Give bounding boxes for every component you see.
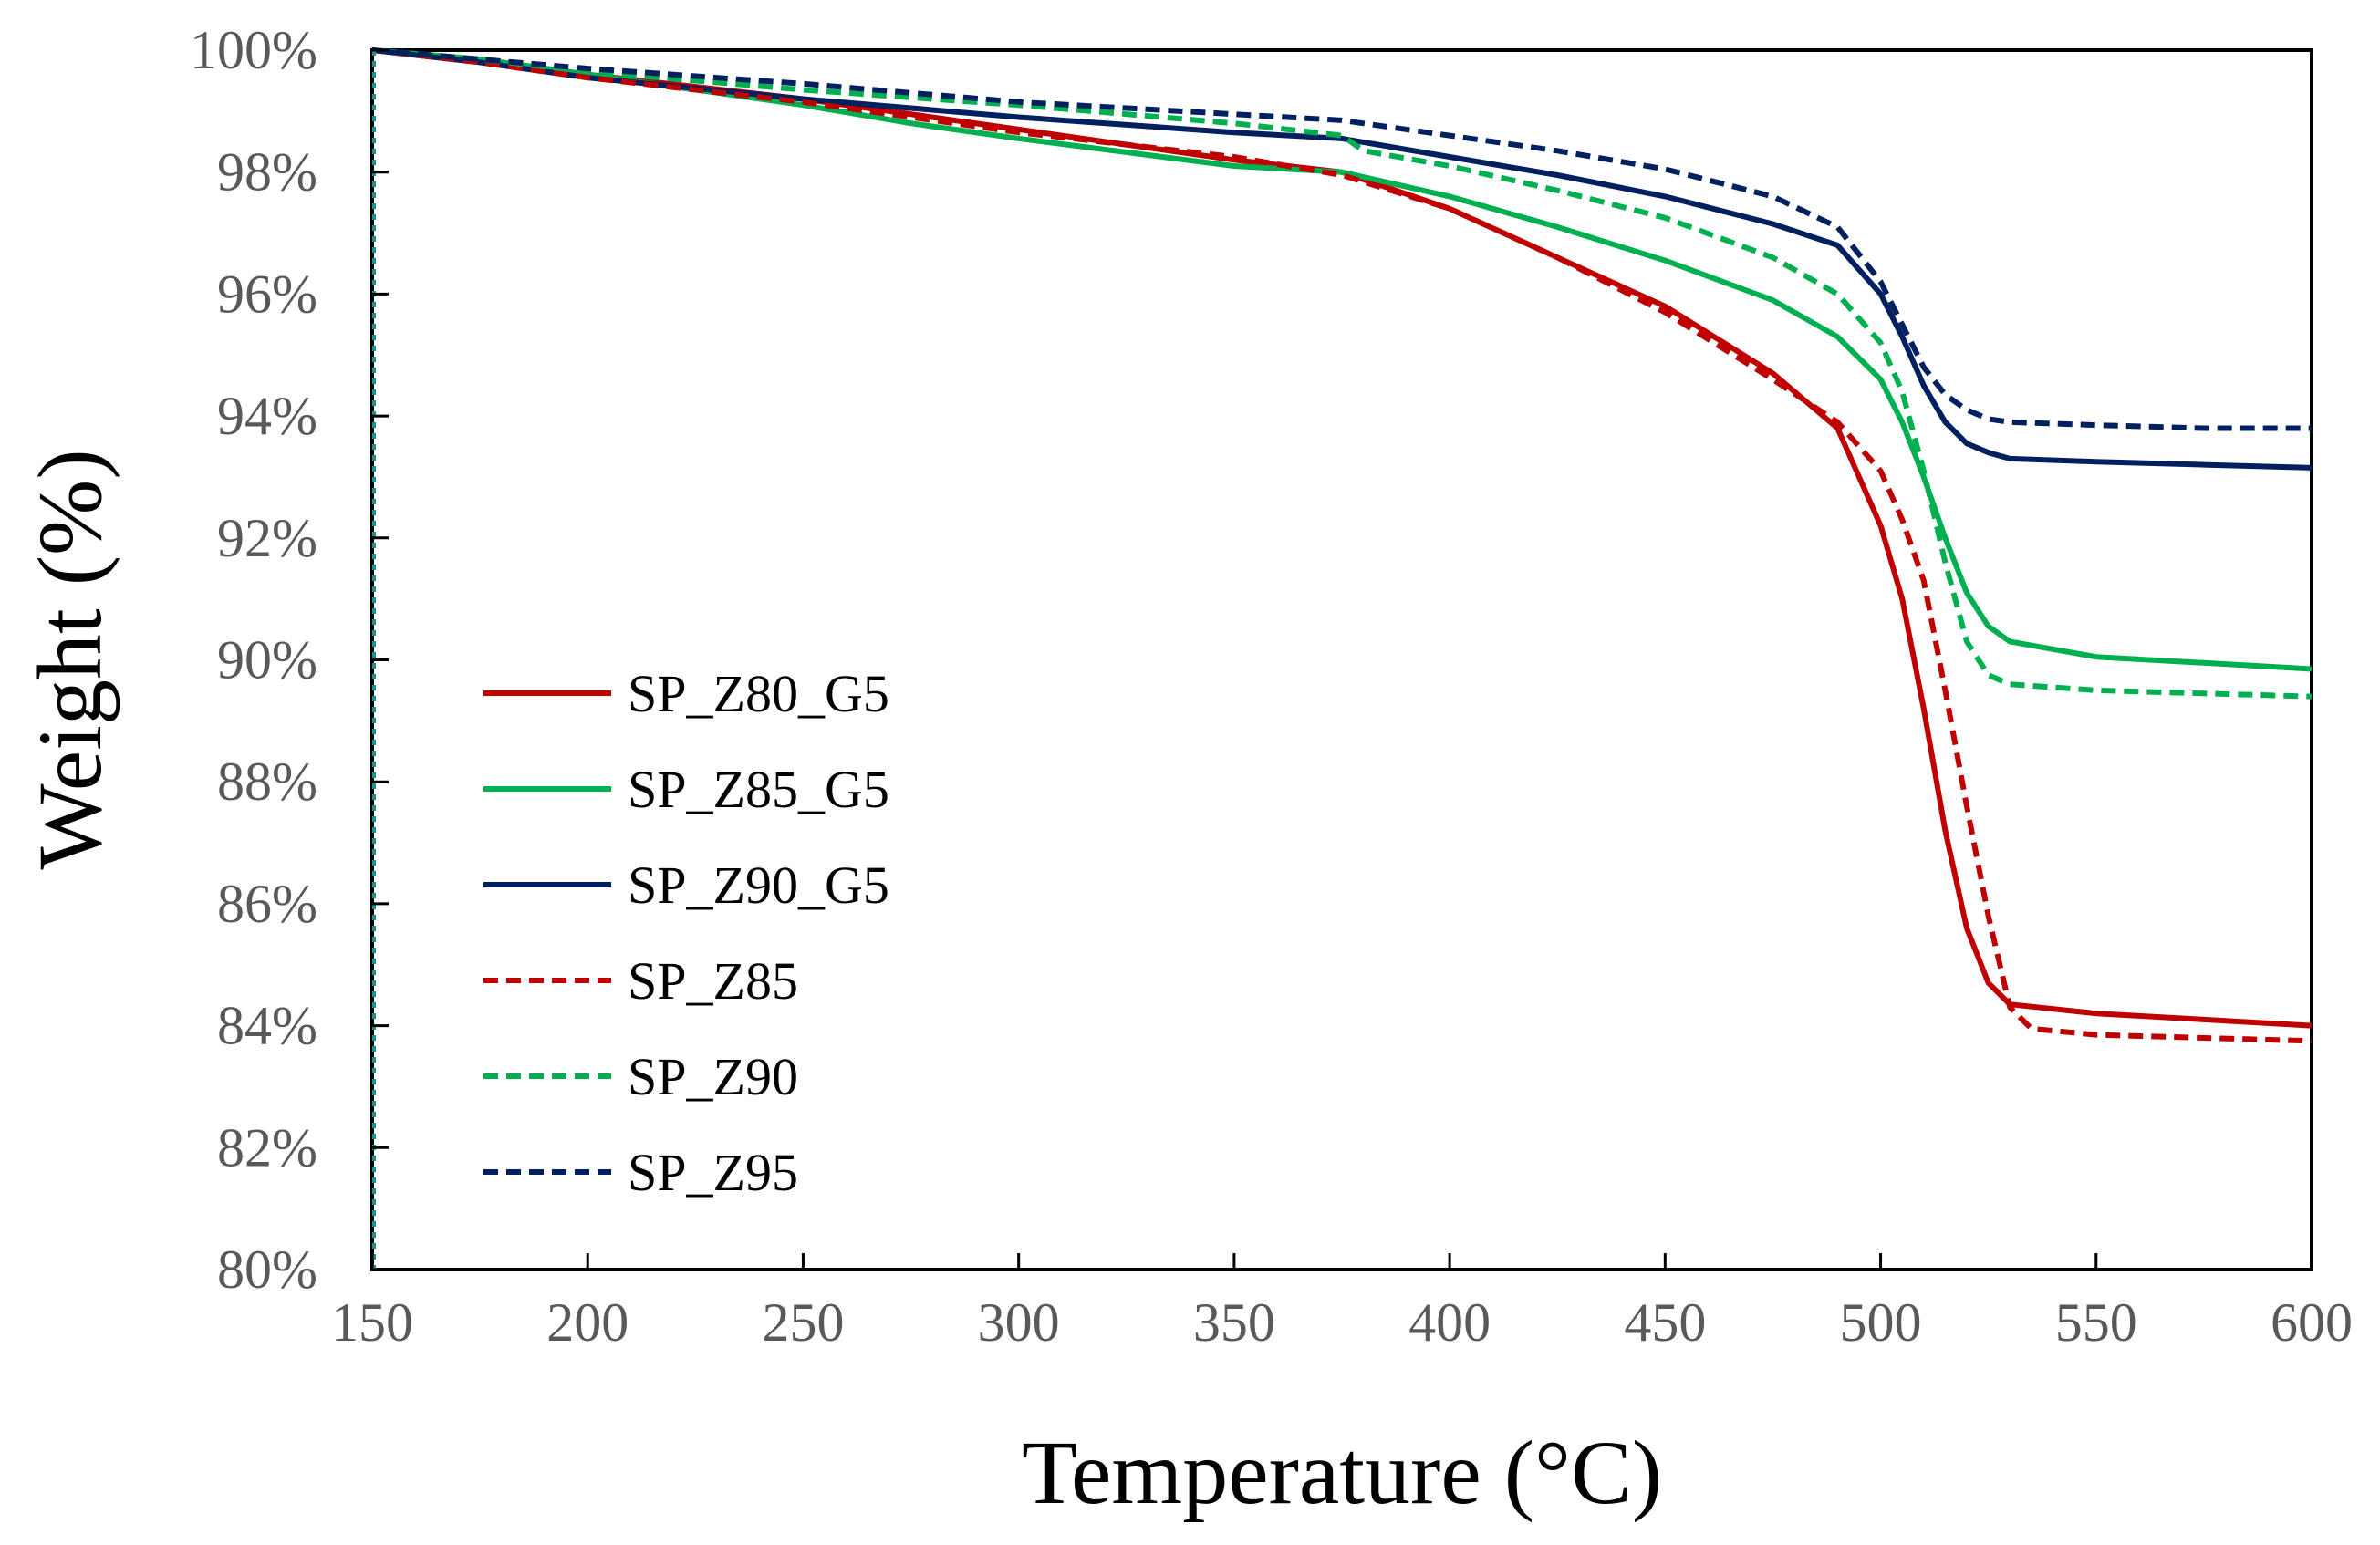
series-group bbox=[371, 47, 2312, 1270]
y-axis-ticks: 80% 82% 84% 86% 88% 90% 92% 94% 96% 98% 100% bbox=[190, 20, 389, 1300]
plot-area-frame bbox=[370, 48, 2313, 1271]
series-line-sp-z90 bbox=[371, 47, 2312, 700]
legend-label: SP_Z90 bbox=[628, 1047, 798, 1106]
y-tick-label: 84% bbox=[217, 996, 317, 1056]
x-tick-label: 300 bbox=[978, 1292, 1060, 1353]
y-tick-label: 100% bbox=[190, 20, 317, 80]
x-tick-label: 500 bbox=[1840, 1292, 1922, 1353]
x-tick-label: 350 bbox=[1193, 1292, 1275, 1353]
legend-label: SP_Z90_G5 bbox=[628, 855, 889, 915]
series-line-sp-z95 bbox=[371, 47, 2312, 431]
y-tick-label: 80% bbox=[217, 1239, 317, 1300]
y-axis-title: Weight (%) bbox=[19, 449, 120, 869]
y-tick-label: 86% bbox=[217, 874, 317, 934]
legend-label: SP_Z85 bbox=[628, 951, 798, 1011]
x-axis-ticks: 150 200 250 300 350 400 450 500 550 600 bbox=[331, 1253, 2353, 1353]
x-tick-label: 200 bbox=[546, 1292, 629, 1353]
x-tick-label: 550 bbox=[2055, 1292, 2137, 1353]
y-tick-label: 82% bbox=[217, 1117, 317, 1177]
y-tick-label: 92% bbox=[217, 508, 317, 568]
series-line-sp-z85-g5 bbox=[371, 47, 2312, 672]
series-line-sp-z90-g5 bbox=[371, 47, 2312, 471]
series-line-sp-z85 bbox=[371, 47, 2312, 1044]
x-tick-label: 600 bbox=[2271, 1292, 2353, 1353]
y-tick-label: 90% bbox=[217, 630, 317, 690]
y-tick-label: 94% bbox=[217, 386, 317, 446]
x-axis-title: Temperature (°C) bbox=[1022, 1422, 1662, 1523]
legend-label: SP_Z85_G5 bbox=[628, 760, 889, 819]
legend-label: SP_Z95 bbox=[628, 1143, 798, 1202]
legend: SP_Z80_G5 SP_Z85_G5 SP_Z90_G5 SP_Z85 SP_Z90 S… bbox=[483, 664, 889, 1202]
y-tick-label: 98% bbox=[217, 142, 317, 202]
legend-label: SP_Z80_G5 bbox=[628, 664, 889, 723]
y-tick-label: 88% bbox=[217, 752, 317, 812]
x-tick-label: 150 bbox=[331, 1292, 413, 1353]
x-tick-label: 400 bbox=[1408, 1292, 1491, 1353]
x-tick-label: 450 bbox=[1624, 1292, 1706, 1353]
y-tick-label: 96% bbox=[217, 264, 317, 324]
x-tick-label: 250 bbox=[762, 1292, 844, 1353]
